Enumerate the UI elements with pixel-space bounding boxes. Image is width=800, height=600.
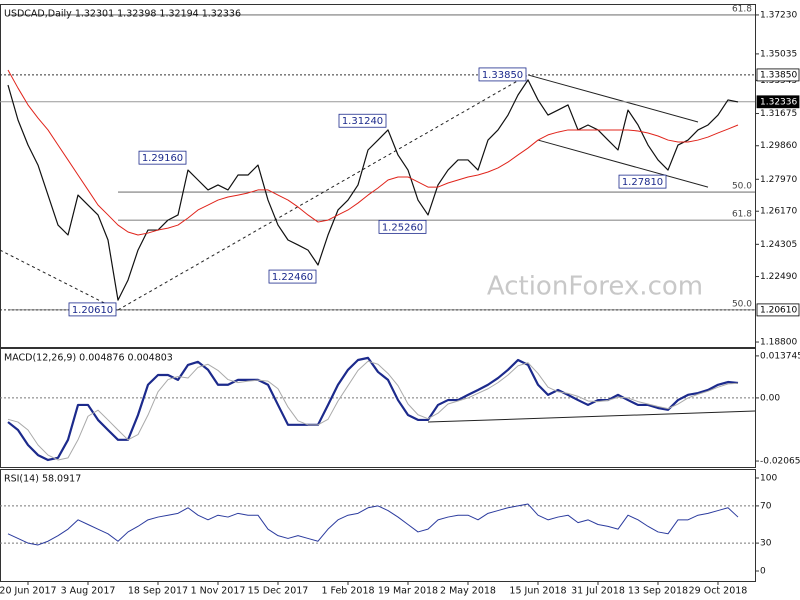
y-tick-label: -0.020652 — [760, 457, 800, 467]
annotation-box — [618, 174, 667, 189]
y-tick-label: 1.22490 — [760, 272, 797, 282]
y-tick-label: 1.37230 — [760, 10, 797, 20]
x-tick-label: 20 Jun 2017 — [0, 586, 57, 597]
annotation-label: 1.25260 — [382, 222, 423, 233]
panel-frame — [0, 348, 756, 468]
fibonacci-label: 61.8 — [732, 4, 752, 14]
y-tick-label: 1.26170 — [760, 207, 797, 217]
annotation-box — [478, 67, 527, 82]
y-tick-label: 30 — [760, 539, 772, 549]
fibonacci-label: 61.8 — [732, 210, 752, 220]
price-label: 1.33850 — [760, 70, 797, 80]
panel-title: RSI(14) 58.0917 — [4, 474, 81, 485]
y-tick-label: 1.27970 — [760, 175, 797, 185]
x-tick-label: 2 May 2018 — [440, 586, 496, 597]
y-tick-label: 1.24305 — [760, 240, 797, 250]
y-tick-label: 0 — [760, 567, 766, 577]
annotation-box — [68, 302, 117, 317]
y-tick-label: 0.00 — [760, 393, 780, 403]
trend-line — [537, 139, 709, 188]
trend-line — [527, 74, 699, 123]
panel-frame — [0, 4, 756, 348]
x-tick-label: 15 Jun 2018 — [509, 586, 566, 597]
x-tick-label: 15 Dec 2017 — [248, 586, 309, 597]
annotation-label: 1.22460 — [272, 272, 313, 283]
annotation-label: 1.33850 — [482, 70, 523, 81]
series-line — [7, 69, 739, 236]
annotation-box — [378, 219, 427, 234]
x-tick-label: 1 Nov 2017 — [191, 586, 246, 597]
x-tick-label: 18 Sep 2017 — [128, 586, 188, 597]
fibonacci-label: 50.0 — [732, 299, 752, 309]
y-tick-label: 0.013745 — [760, 351, 800, 361]
series-line — [7, 503, 739, 546]
y-tick-label: 70 — [760, 501, 772, 511]
x-tick-label: 19 Mar 2018 — [378, 586, 438, 597]
fibonacci-label: 50.0 — [732, 182, 752, 192]
annotation-label: 1.20610 — [72, 305, 113, 316]
price-label: 1.20610 — [760, 305, 797, 315]
series-line — [7, 356, 739, 462]
series-line — [7, 79, 739, 301]
price-label-box — [756, 95, 800, 109]
x-tick-label: 31 Jul 2018 — [571, 586, 625, 597]
y-tick-label: 1.31675 — [760, 109, 797, 119]
annotation-label: 1.27810 — [622, 177, 663, 188]
annotation-box — [338, 113, 387, 128]
x-tick-label: 3 Aug 2017 — [61, 586, 116, 597]
y-tick-label: 1.18800 — [760, 338, 797, 348]
annotation-label: 1.29160 — [142, 153, 183, 164]
price-label: 1.32336 — [760, 97, 797, 107]
trend-line — [427, 410, 756, 423]
trend-line — [117, 74, 529, 311]
price-label-box — [756, 303, 800, 317]
watermark: ActionForex.com — [487, 272, 703, 302]
y-tick-label: 100 — [760, 473, 777, 483]
annotation-box — [268, 269, 317, 284]
panel-frame — [0, 469, 756, 582]
annotation-label: 1.31240 — [342, 116, 383, 127]
price-label-box — [756, 68, 800, 82]
series-line — [7, 360, 739, 461]
x-tick-label: 1 Feb 2018 — [321, 586, 374, 597]
panel-title: USDCAD,Daily 1.32301 1.32398 1.32194 1.3… — [4, 9, 241, 20]
y-tick-label: 1.35035 — [760, 49, 797, 59]
annotation-box — [138, 150, 187, 165]
y-tick-label: 1.29860 — [760, 141, 797, 151]
panel-title: MACD(12,26,9) 0.004876 0.004803 — [4, 353, 173, 364]
x-tick-label: 13 Sep 2018 — [628, 586, 688, 597]
x-tick-label: 29 Oct 2018 — [689, 586, 748, 597]
trend-line — [0, 249, 119, 311]
